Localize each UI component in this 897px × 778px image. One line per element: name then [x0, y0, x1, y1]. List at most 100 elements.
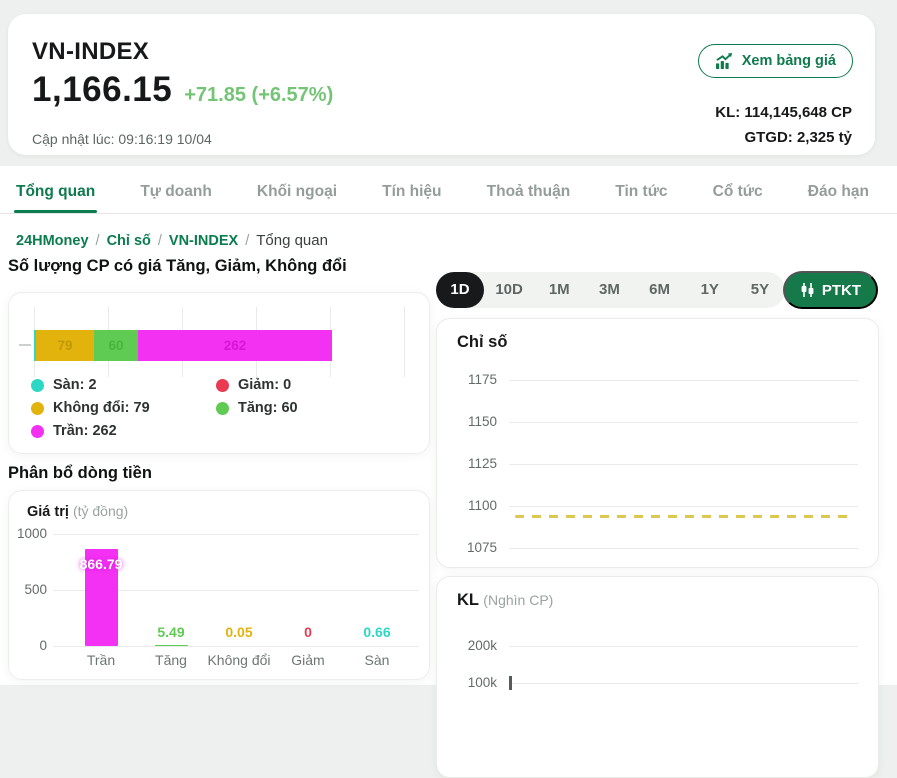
money-flow-chart-title: Giá trị (tỷ đồng): [27, 503, 128, 520]
stacked-bar-legend: Sàn: 2 Giảm: 0 Không đổi: 79 Tăng: 60 Trần: …: [31, 377, 298, 439]
x-category-label: Trần: [86, 652, 116, 668]
volume-title-unit: (Nghìn CP): [483, 592, 554, 608]
breadcrumb-separator: /: [245, 232, 250, 249]
gridline: [509, 422, 858, 423]
legend-dot: [31, 424, 44, 438]
legend-label: Giảm: 0: [238, 377, 292, 393]
legend-item-Tăng: Tăng: 60: [216, 400, 298, 416]
volume-chart-card: KL (Nghìn CP) 200k 100k: [436, 576, 879, 778]
x-category-label: Giảm: [291, 652, 325, 668]
tab-tin-tuc[interactable]: Tin tức: [615, 183, 668, 200]
tab-tong-quan[interactable]: Tổng quan: [13, 170, 98, 213]
range-1m[interactable]: 1M: [548, 281, 570, 298]
page-title: VN-INDEX: [32, 38, 150, 65]
index-chart-plot: 1175 1150 1125 1100 1075: [437, 319, 878, 567]
gridline: [53, 590, 419, 591]
view-price-board-label: Xem bảng giá: [741, 53, 836, 69]
y-axis-label: 1175: [467, 372, 497, 387]
x-category-label: Không đổi: [207, 652, 271, 668]
range-6m[interactable]: 6M: [649, 281, 671, 298]
reference-dashed-line: [515, 515, 851, 518]
tab-thoa-thuan[interactable]: Thoả thuận: [486, 183, 571, 200]
y-axis-label: 500: [24, 582, 47, 597]
y-axis-label: 1000: [16, 526, 47, 541]
gridline: [509, 506, 858, 507]
advance-decline-card: 79 60 262 Sàn: 2 Giảm: 0 Không đổi: 79 Tăng: …: [8, 292, 430, 454]
view-price-board-button[interactable]: Xem bảng giá: [697, 44, 853, 78]
flow-value-label: 0.66: [363, 624, 391, 640]
volume-title-text: KL: [457, 591, 479, 609]
breadcrumb-current: Tổng quan: [256, 232, 328, 249]
legend-dot: [31, 378, 44, 392]
flow-value-label: 866.79: [79, 556, 123, 572]
segment-label: 79: [57, 338, 73, 353]
range-10d[interactable]: 10D: [495, 281, 523, 298]
flow-value-label: 0.05: [225, 624, 253, 640]
total-value: GTGD: 2,325 tỷ: [744, 129, 852, 146]
index-chart-card: Chỉ số 1175 1150 1125 1100 1075: [436, 318, 879, 568]
range-1d[interactable]: 1D: [436, 272, 484, 308]
breadcrumb: 24HMoney / Chỉ số / VN-INDEX / Tổng quan: [16, 232, 328, 249]
x-category-label: Tăng: [155, 652, 187, 668]
gridline: [509, 380, 858, 381]
gridline: [509, 683, 858, 684]
legend-item-Sàn: Sàn: 2: [31, 377, 216, 393]
tab-bar: Tổng quan Tự doanh Khối ngoại Tín hiệu T…: [0, 170, 897, 214]
volume-chart-title: KL (Nghìn CP): [457, 591, 553, 610]
y-axis-label: 0: [39, 638, 47, 653]
flow-bar-Tăng: [155, 645, 188, 646]
last-updated: Cập nhật lúc: 09:16:19 10/04: [32, 131, 212, 147]
bar-segment-Sàn: [34, 330, 36, 361]
tab-dao-han[interactable]: Đáo hạn: [807, 183, 869, 200]
legend-label: Sàn: 2: [53, 377, 97, 393]
total-volume: KL: 114,145,648 CP: [715, 104, 852, 121]
legend-dot: [31, 401, 44, 415]
legend-item-Giảm: Giảm: 0: [216, 377, 298, 393]
advance-decline-section-title: Số lượng CP có giá Tăng, Giảm, Không đổi: [8, 257, 347, 275]
breadcrumb-separator: /: [157, 232, 162, 249]
legend-label: Không đổi: 79: [53, 400, 150, 416]
breadcrumb-link-chi-so[interactable]: Chỉ số: [106, 232, 151, 249]
volume-origin-tick: [509, 676, 512, 690]
y-axis-label: 1075: [466, 540, 497, 555]
tab-tin-hieu[interactable]: Tín hiệu: [382, 183, 442, 200]
bar-segment-Tăng: 60: [94, 330, 138, 361]
index-summary-card: VN-INDEX 1,166.15 +71.85 (+6.57%) Cập nh…: [8, 14, 875, 155]
gridline: [53, 646, 419, 647]
legend-dot: [216, 378, 229, 392]
y-axis-label: 1100: [467, 498, 497, 513]
gridline: [509, 646, 858, 647]
tab-tu-doanh[interactable]: Tự doanh: [140, 183, 212, 200]
tab-co-tuc[interactable]: Cổ tức: [712, 183, 763, 200]
bar-segment-Trần: 262: [138, 330, 332, 361]
flow-value-label: 5.49: [157, 624, 185, 640]
y-axis-label: 1150: [467, 414, 497, 429]
legend-label: Tăng: 60: [238, 400, 298, 416]
money-flow-plot: 1000 500 0 866.79 Trần 5.49 Tăng 0.05 Không đổi 0…: [9, 491, 429, 679]
legend-dot: [216, 401, 229, 415]
money-flow-title-text: Giá trị: [27, 504, 69, 520]
y-axis-tick: [19, 344, 31, 346]
candlestick-icon: [800, 283, 815, 297]
range-1y[interactable]: 1Y: [700, 281, 719, 298]
x-category-label: Sàn: [364, 652, 390, 668]
chart-trend-icon: [715, 52, 734, 70]
gridline: [509, 464, 858, 465]
money-flow-card: Giá trị (tỷ đồng) 1000 500 0 866.79 Trần 5.49…: [8, 490, 430, 680]
stacked-bar-plot: 79 60 262: [9, 293, 429, 453]
breadcrumb-link-24hmoney[interactable]: 24HMoney: [16, 232, 89, 249]
range-5y[interactable]: 5Y: [750, 281, 770, 298]
time-range-selector: 1D 10D 1M 3M 6M 1Y 5Y: [436, 272, 785, 308]
money-flow-title-unit: (tỷ đồng): [72, 503, 129, 519]
breadcrumb-link-vn-index[interactable]: VN-INDEX: [168, 232, 239, 249]
y-axis-label: 200k: [467, 638, 497, 653]
segment-label: 60: [108, 338, 124, 353]
ptkt-button[interactable]: PTKT: [782, 271, 878, 309]
range-3m[interactable]: 3M: [599, 281, 620, 298]
gridline: [509, 548, 858, 549]
y-axis-label: 1125: [467, 456, 497, 471]
tab-khoi-ngoai[interactable]: Khối ngoại: [256, 183, 337, 200]
gridline: [404, 307, 405, 377]
volume-chart-plot: 200k 100k: [437, 577, 878, 777]
flow-value-label: 0: [304, 624, 312, 640]
